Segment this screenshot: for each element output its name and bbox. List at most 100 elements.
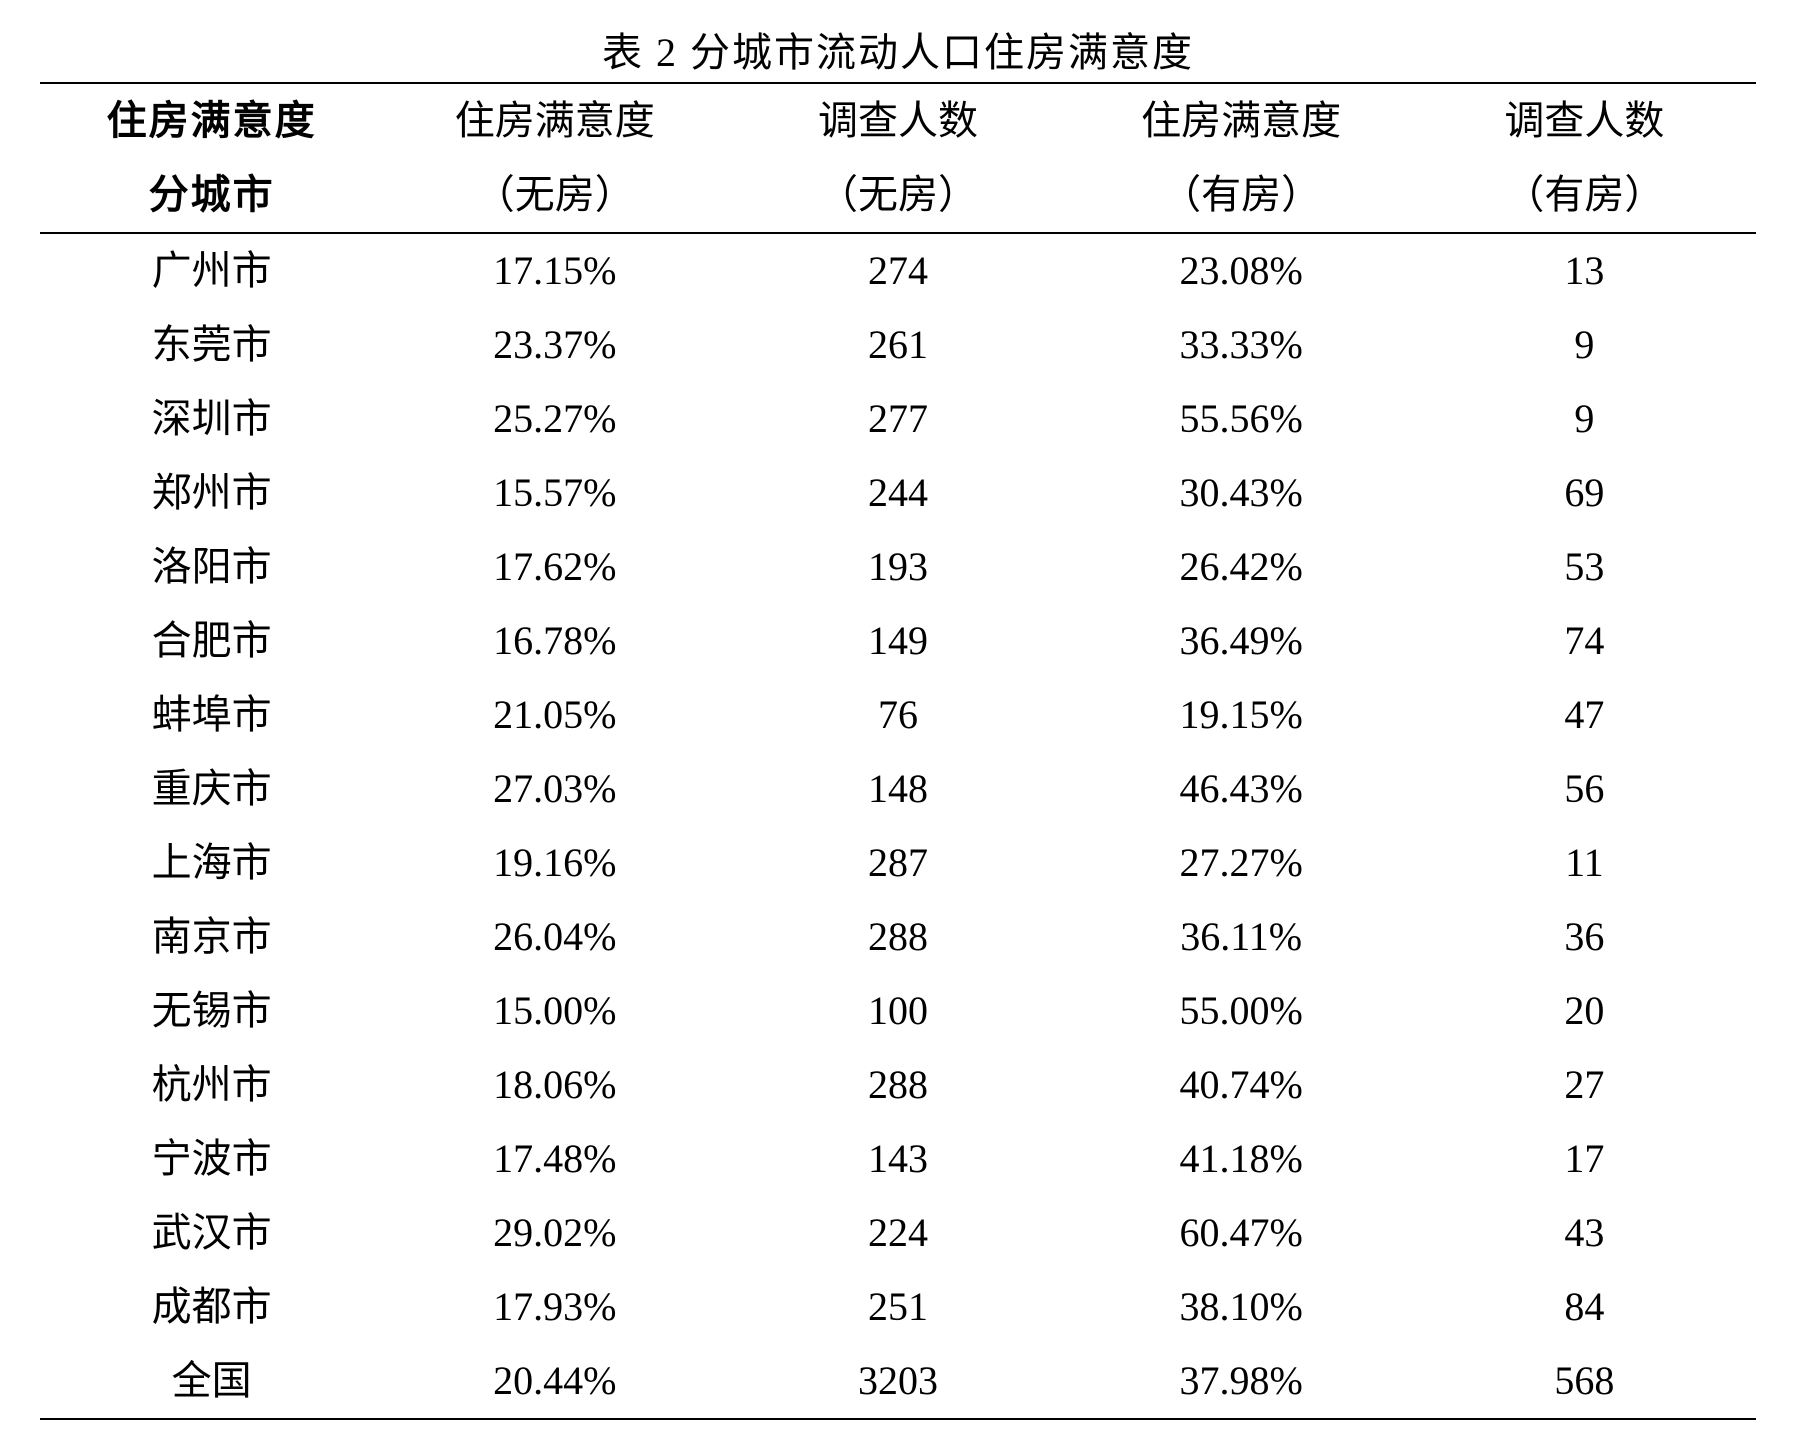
data-table: 住房满意度 住房满意度 调查人数 住房满意度 调查人数 分城市 （无房） （无房… <box>40 82 1756 1420</box>
cell-city: 全国 <box>40 1344 383 1419</box>
cell-sat-no: 16.78% <box>383 604 726 678</box>
table-row: 成都市17.93%25138.10%84 <box>40 1270 1756 1344</box>
cell-sat-yes: 23.08% <box>1070 233 1413 308</box>
table-row: 全国20.44%320337.98%568 <box>40 1344 1756 1419</box>
cell-n-no: 274 <box>726 233 1069 308</box>
cell-n-no: 251 <box>726 1270 1069 1344</box>
table-row: 重庆市27.03%14846.43%56 <box>40 752 1756 826</box>
col-header-satno-line2: （无房） <box>383 158 726 233</box>
cell-n-no: 143 <box>726 1122 1069 1196</box>
col-header-city-line2: 分城市 <box>40 158 383 233</box>
cell-n-yes: 9 <box>1413 308 1756 382</box>
cell-n-no: 261 <box>726 308 1069 382</box>
col-header-satyes-line2: （有房） <box>1070 158 1413 233</box>
cell-sat-no: 27.03% <box>383 752 726 826</box>
cell-city: 合肥市 <box>40 604 383 678</box>
table-row: 洛阳市17.62%19326.42%53 <box>40 530 1756 604</box>
cell-sat-no: 25.27% <box>383 382 726 456</box>
cell-sat-no: 23.37% <box>383 308 726 382</box>
col-header-nno-line2: （无房） <box>726 158 1069 233</box>
cell-n-yes: 17 <box>1413 1122 1756 1196</box>
cell-city: 成都市 <box>40 1270 383 1344</box>
col-header-nno-line1: 调查人数 <box>726 83 1069 158</box>
table-row: 宁波市17.48%14341.18%17 <box>40 1122 1756 1196</box>
cell-n-yes: 27 <box>1413 1048 1756 1122</box>
cell-city: 东莞市 <box>40 308 383 382</box>
cell-n-no: 3203 <box>726 1344 1069 1419</box>
cell-sat-no: 20.44% <box>383 1344 726 1419</box>
cell-sat-yes: 26.42% <box>1070 530 1413 604</box>
table-title: 表 2 分城市流动人口住房满意度 <box>40 20 1756 78</box>
cell-n-no: 149 <box>726 604 1069 678</box>
table-row: 东莞市23.37%26133.33%9 <box>40 308 1756 382</box>
table-row: 上海市19.16%28727.27%11 <box>40 826 1756 900</box>
table-page: 表 2 分城市流动人口住房满意度 住房满意度 住房满意度 调查人数 住房满意度 … <box>0 0 1796 1450</box>
cell-n-no: 148 <box>726 752 1069 826</box>
cell-sat-yes: 19.15% <box>1070 678 1413 752</box>
table-row: 杭州市18.06%28840.74%27 <box>40 1048 1756 1122</box>
cell-city: 广州市 <box>40 233 383 308</box>
cell-n-yes: 56 <box>1413 752 1756 826</box>
cell-sat-yes: 27.27% <box>1070 826 1413 900</box>
cell-city: 深圳市 <box>40 382 383 456</box>
cell-sat-no: 26.04% <box>383 900 726 974</box>
cell-sat-no: 18.06% <box>383 1048 726 1122</box>
cell-n-yes: 43 <box>1413 1196 1756 1270</box>
cell-sat-yes: 30.43% <box>1070 456 1413 530</box>
table-row: 郑州市15.57%24430.43%69 <box>40 456 1756 530</box>
cell-n-yes: 53 <box>1413 530 1756 604</box>
table-body: 广州市17.15%27423.08%13东莞市23.37%26133.33%9深… <box>40 233 1756 1419</box>
cell-city: 洛阳市 <box>40 530 383 604</box>
col-header-nyes-line1: 调查人数 <box>1413 83 1756 158</box>
cell-sat-no: 17.62% <box>383 530 726 604</box>
cell-n-yes: 13 <box>1413 233 1756 308</box>
cell-sat-no: 15.00% <box>383 974 726 1048</box>
col-header-satyes-line1: 住房满意度 <box>1070 83 1413 158</box>
cell-sat-no: 21.05% <box>383 678 726 752</box>
cell-city: 南京市 <box>40 900 383 974</box>
cell-sat-yes: 38.10% <box>1070 1270 1413 1344</box>
cell-sat-no: 29.02% <box>383 1196 726 1270</box>
table-row: 深圳市25.27%27755.56%9 <box>40 382 1756 456</box>
cell-sat-yes: 37.98% <box>1070 1344 1413 1419</box>
cell-sat-yes: 46.43% <box>1070 752 1413 826</box>
cell-sat-yes: 55.56% <box>1070 382 1413 456</box>
cell-n-yes: 20 <box>1413 974 1756 1048</box>
cell-n-yes: 84 <box>1413 1270 1756 1344</box>
table-row: 蚌埠市21.05%7619.15%47 <box>40 678 1756 752</box>
cell-city: 上海市 <box>40 826 383 900</box>
cell-n-no: 100 <box>726 974 1069 1048</box>
table-row: 合肥市16.78%14936.49%74 <box>40 604 1756 678</box>
cell-n-yes: 9 <box>1413 382 1756 456</box>
cell-sat-no: 15.57% <box>383 456 726 530</box>
table-row: 广州市17.15%27423.08%13 <box>40 233 1756 308</box>
cell-city: 武汉市 <box>40 1196 383 1270</box>
col-header-nyes-line2: （有房） <box>1413 158 1756 233</box>
cell-n-yes: 47 <box>1413 678 1756 752</box>
table-row: 南京市26.04%28836.11%36 <box>40 900 1756 974</box>
cell-sat-yes: 36.49% <box>1070 604 1413 678</box>
cell-n-yes: 74 <box>1413 604 1756 678</box>
cell-sat-yes: 40.74% <box>1070 1048 1413 1122</box>
cell-city: 杭州市 <box>40 1048 383 1122</box>
cell-n-yes: 568 <box>1413 1344 1756 1419</box>
cell-n-no: 288 <box>726 900 1069 974</box>
cell-sat-yes: 41.18% <box>1070 1122 1413 1196</box>
header-row-2: 分城市 （无房） （无房） （有房） （有房） <box>40 158 1756 233</box>
header-row-1: 住房满意度 住房满意度 调查人数 住房满意度 调查人数 <box>40 83 1756 158</box>
cell-n-no: 224 <box>726 1196 1069 1270</box>
col-header-satno-line1: 住房满意度 <box>383 83 726 158</box>
cell-city: 宁波市 <box>40 1122 383 1196</box>
cell-city: 无锡市 <box>40 974 383 1048</box>
cell-n-no: 76 <box>726 678 1069 752</box>
cell-sat-yes: 36.11% <box>1070 900 1413 974</box>
cell-city: 郑州市 <box>40 456 383 530</box>
cell-sat-yes: 55.00% <box>1070 974 1413 1048</box>
cell-n-yes: 36 <box>1413 900 1756 974</box>
cell-n-yes: 69 <box>1413 456 1756 530</box>
cell-n-no: 277 <box>726 382 1069 456</box>
cell-n-no: 244 <box>726 456 1069 530</box>
table-row: 无锡市15.00%10055.00%20 <box>40 974 1756 1048</box>
cell-city: 重庆市 <box>40 752 383 826</box>
cell-n-no: 287 <box>726 826 1069 900</box>
